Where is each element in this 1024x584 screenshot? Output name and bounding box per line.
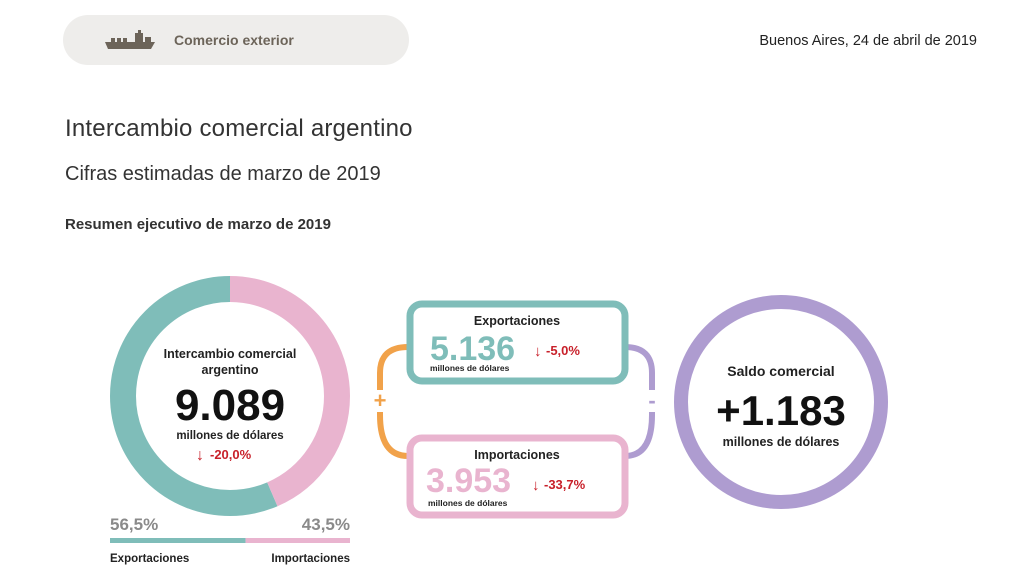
balance-circle: Saldo comercial +1.183 millones de dólar… [674,295,888,509]
section-badge: Comercio exterior [63,15,409,65]
exports-box: Exportaciones 5.136 ↓ -5,0% millones de … [406,300,629,385]
imports-box-value: 3.953 [426,462,511,500]
report-date: Buenos Aires, 24 de abril de 2019 [759,33,977,49]
donut-unit: millones de dólares [176,430,283,442]
exports-share-label: 56,5% [110,515,158,534]
exports-box-title: Exportaciones [474,314,560,328]
page-subtitle: Cifras estimadas de marzo de 2019 [65,163,381,185]
trade-donut: Intercambio comercial argentino 9.089 mi… [110,276,350,516]
donut-total-value: 9.089 [175,381,285,430]
exports-down-arrow-icon: ↓ [534,343,542,360]
page-title: Intercambio comercial argentino [65,115,413,142]
exports-share-caption: Exportaciones [110,553,189,565]
imports-down-arrow-icon: ↓ [532,477,540,494]
plus-operator: + [374,388,387,413]
imports-share-caption: Importaciones [271,553,350,565]
balance-unit: millones de dólares [723,435,840,449]
donut-title-line1: Intercambio comercial [164,347,297,361]
donut-title-line2: argentino [202,363,259,377]
imports-box-unit: millones de dólares [428,498,508,508]
summary-heading: Resumen ejecutivo de marzo de 2019 [65,216,331,233]
exports-box-change: -5,0% [546,343,580,358]
trade-infographic: Intercambio comercial argentino 9.089 mi… [110,276,888,565]
donut-imports-arc [110,276,350,516]
section-label: Comercio exterior [174,32,294,48]
imports-box-title: Importaciones [474,448,559,462]
donut-down-arrow-icon: ↓ [196,447,204,464]
exports-box-unit: millones de dólares [430,363,510,373]
exports-box-value: 5.136 [430,330,515,368]
imports-box-change: -33,7% [544,477,586,492]
balance-title: Saldo comercial [727,363,834,379]
exports-share-bar [110,538,246,543]
ship-icon [105,30,155,49]
imports-share-label: 43,5% [302,515,350,534]
balance-value: +1.183 [716,387,846,434]
imports-box: Importaciones 3.953 ↓ -33,7% millones de… [406,434,629,519]
donut-change: -20,0% [210,447,252,462]
minus-operator: - [648,388,655,413]
imports-share-bar [245,538,350,543]
